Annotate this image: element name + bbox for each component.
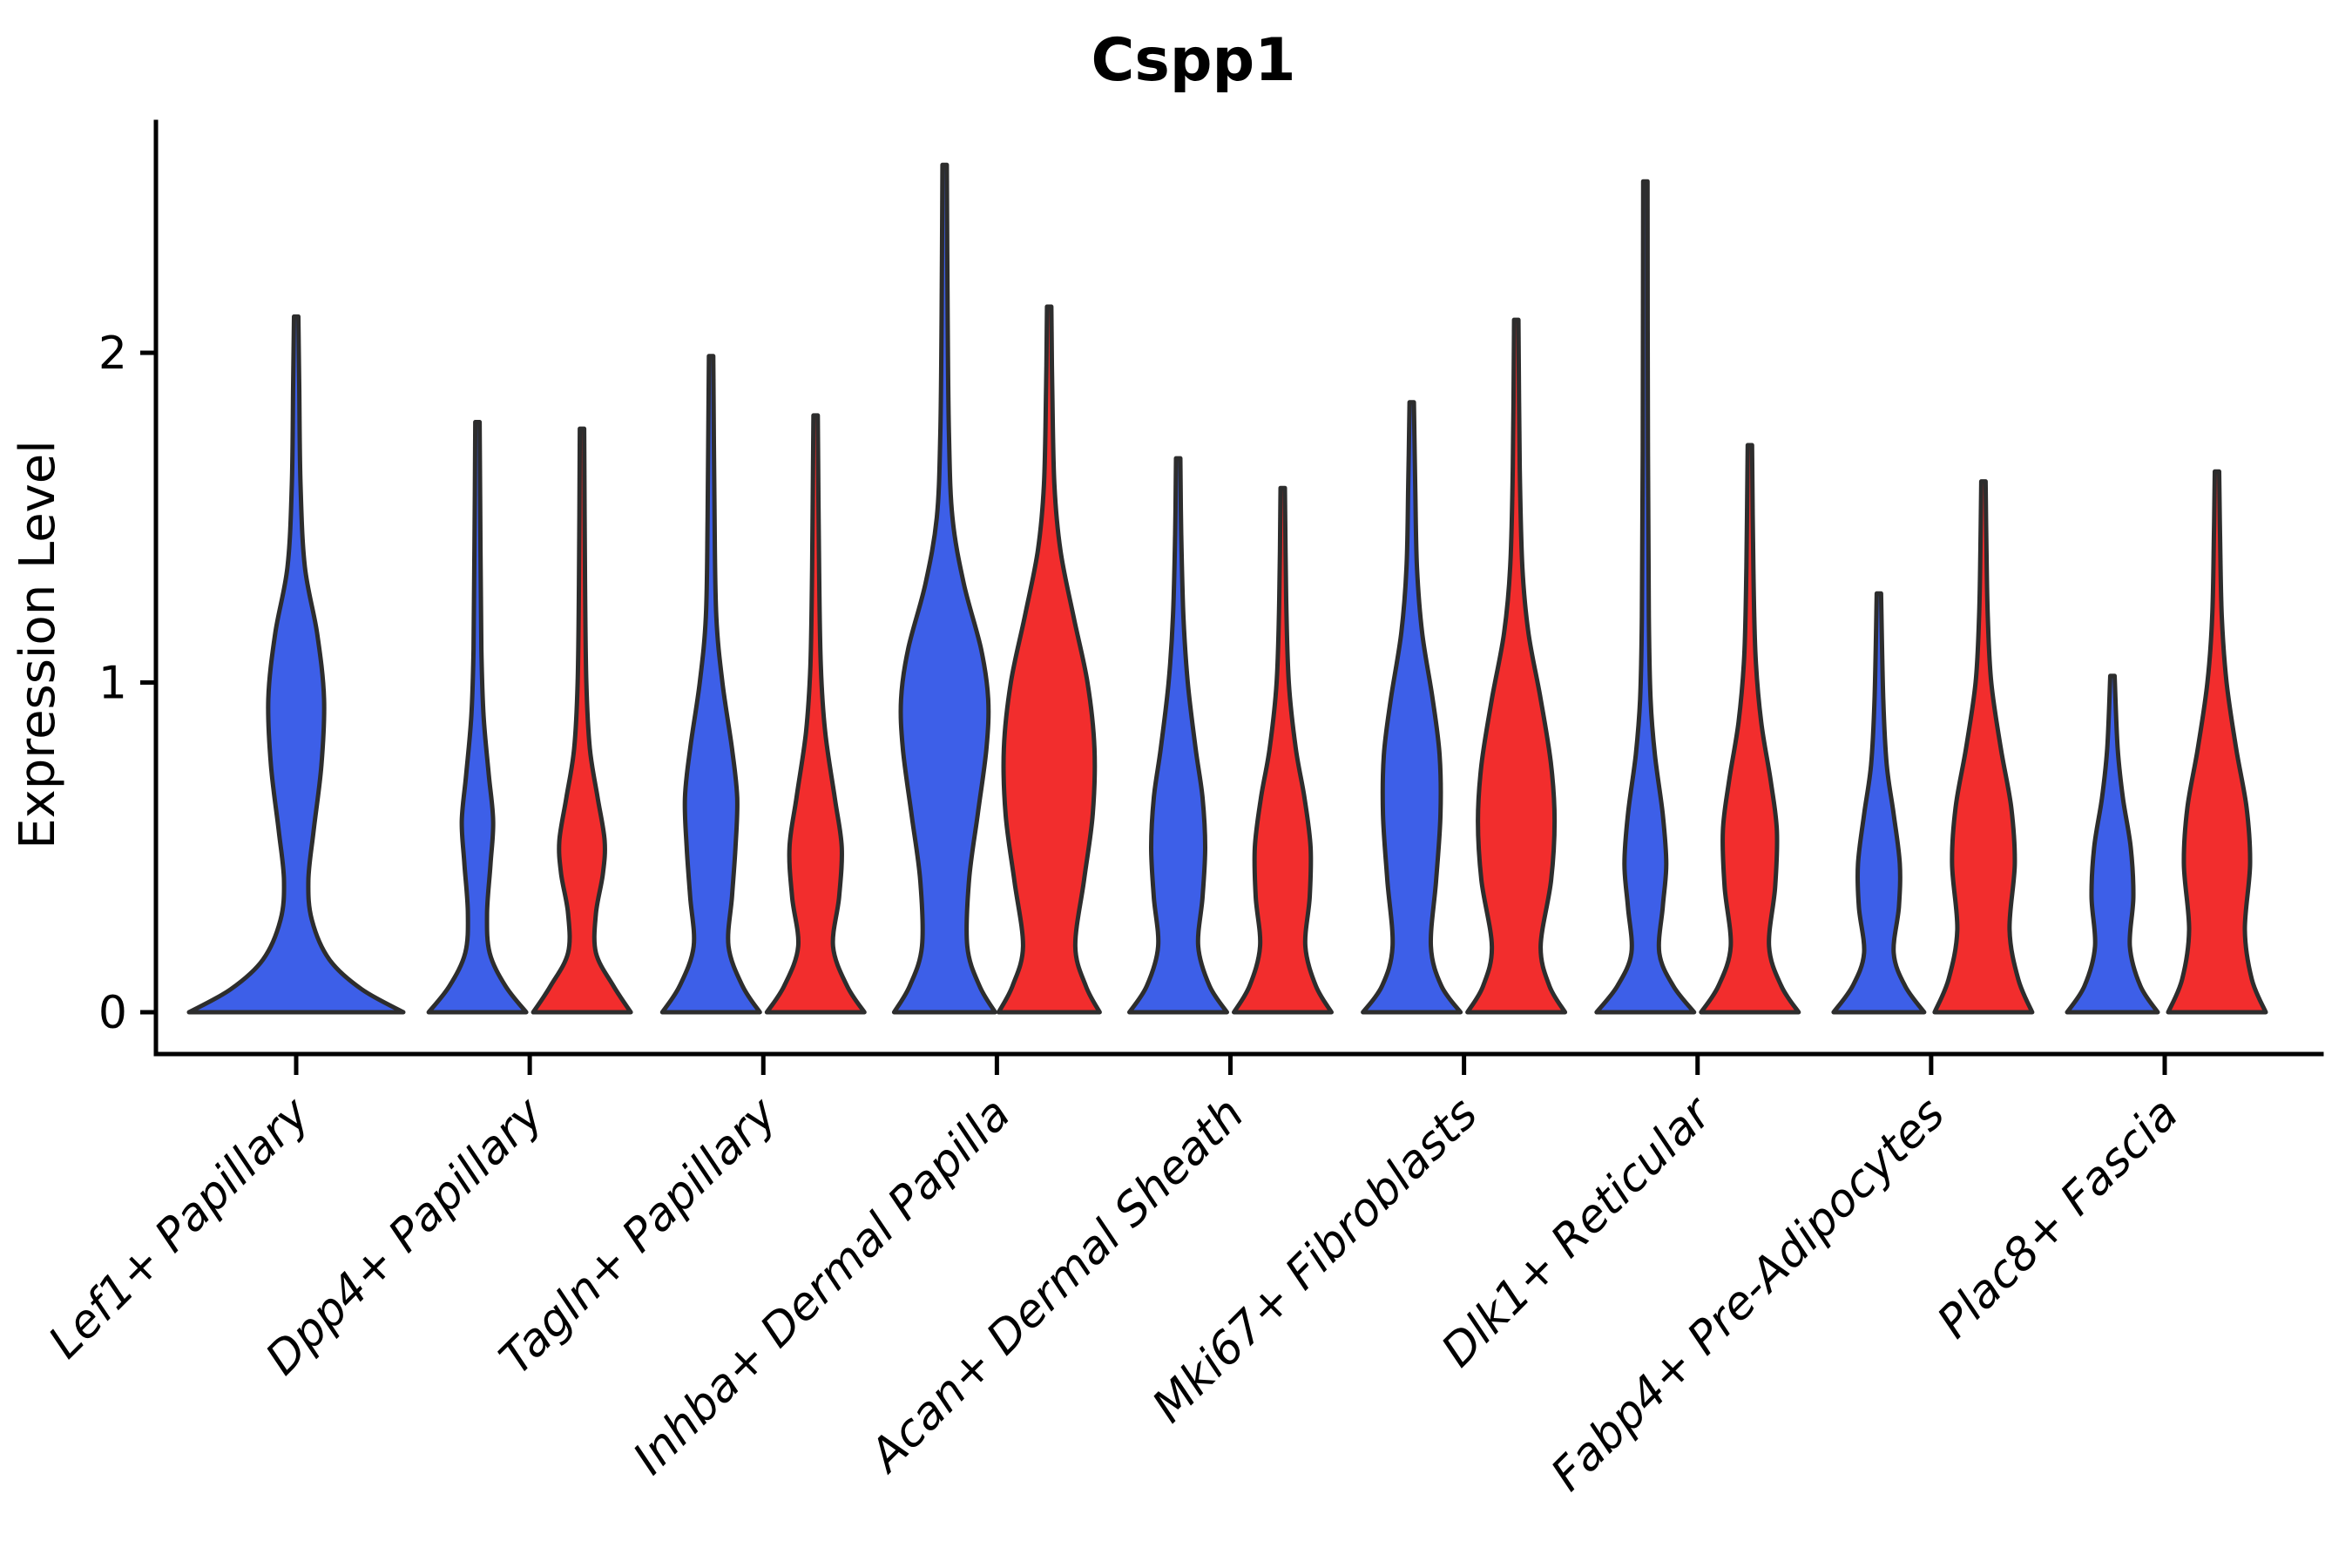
violin-red-group-4 bbox=[1232, 485, 1334, 1015]
violin-red-group-5 bbox=[1465, 317, 1568, 1015]
plot-title: Cspp1 bbox=[1091, 26, 1295, 95]
violin-blue-group-7 bbox=[1831, 591, 1927, 1015]
violin-red-group-6 bbox=[1699, 443, 1801, 1015]
violin-blue-group-8 bbox=[2065, 673, 2160, 1015]
y-axis-label: Expression Level bbox=[10, 440, 66, 849]
violin-blue-group-6 bbox=[1594, 179, 1697, 1015]
violin-red-group-7 bbox=[1932, 479, 2035, 1015]
x-tick-label: Inhba+ Dermal Papilla bbox=[624, 1088, 1021, 1485]
violin-red-group-1 bbox=[531, 426, 633, 1015]
axes-layer bbox=[153, 119, 2324, 1057]
y-tick-label: 1 bbox=[98, 658, 127, 710]
axis-spines bbox=[153, 119, 2324, 1057]
violins-layer bbox=[186, 162, 2268, 1015]
x-tick-label: Acan+ Dermal Sheath bbox=[859, 1088, 1254, 1484]
x-tick-label: Plac8+ Fascia bbox=[1928, 1088, 2188, 1348]
violin-blue-group-4 bbox=[1127, 456, 1229, 1015]
violin-blue-group-3 bbox=[891, 162, 997, 1015]
violin-blue-group-1 bbox=[426, 420, 529, 1015]
y-ticks: 0 1 2 bbox=[98, 328, 156, 1039]
violin-red-group-2 bbox=[764, 413, 867, 1015]
y-tick-label: 0 bbox=[98, 987, 127, 1039]
violin-blue-group-5 bbox=[1361, 400, 1463, 1015]
x-tick-label: Fabp4+ Pre-Adipocytes bbox=[1541, 1088, 1955, 1502]
y-tick-label: 2 bbox=[98, 328, 127, 380]
violin-blue-group-2 bbox=[659, 354, 762, 1015]
violin-blue-group-0 bbox=[186, 314, 406, 1015]
violin-red-group-8 bbox=[2166, 469, 2268, 1015]
violin-red-group-3 bbox=[996, 304, 1102, 1015]
